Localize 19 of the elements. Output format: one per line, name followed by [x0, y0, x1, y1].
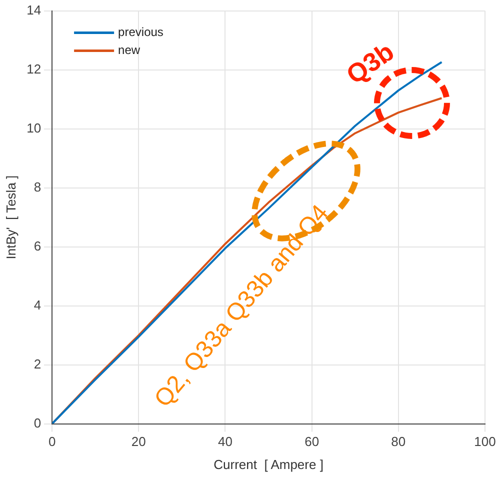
- y-tick-label: 6: [34, 238, 42, 254]
- x-tick-label: 80: [391, 434, 406, 450]
- y-tick-label: 12: [26, 61, 42, 76]
- x-tick-label: 60: [304, 434, 320, 450]
- legend-label: previous: [118, 25, 164, 40]
- legend-label: new: [118, 43, 140, 58]
- x-tick-label: 20: [131, 434, 146, 450]
- y-tick-label: 0: [34, 415, 42, 430]
- y-axis-title: IntBy' [ Tesla ]: [3, 175, 18, 260]
- y-tick-label: 8: [34, 179, 42, 194]
- annotation: Q3b: [340, 36, 400, 91]
- x-axis-title: Current [ Ampere ]: [214, 456, 324, 472]
- x-tick-label: 0: [48, 434, 56, 450]
- y-tick-label: 4: [34, 297, 42, 312]
- x-tick-label: 100: [474, 434, 496, 450]
- x-tick-label: 40: [218, 434, 232, 450]
- y-tick-label: 2: [34, 356, 42, 372]
- y-tick-label: 14: [26, 2, 42, 18]
- y-tick-label: 10: [26, 120, 42, 136]
